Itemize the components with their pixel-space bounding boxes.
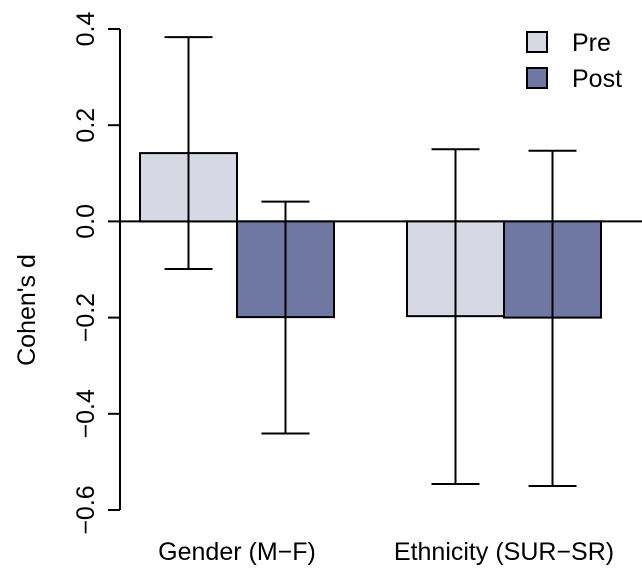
legend-swatch-post — [526, 67, 548, 89]
y-tick-label: −0.6 — [72, 485, 100, 534]
category-labels: Gender (M−F) Ethnicity (SUR−SR) — [158, 538, 614, 566]
category-label-0: Gender (M−F) — [158, 538, 316, 566]
y-tick-label: −0.2 — [72, 293, 100, 342]
y-axis-title: Cohen's d — [13, 254, 41, 366]
legend: Pre Post — [526, 29, 622, 93]
error-bars — [164, 36, 577, 487]
y-tick-label: 0.2 — [72, 108, 100, 143]
category-label-1: Ethnicity (SUR−SR) — [394, 538, 614, 566]
y-axis: −0.6 −0.4 −0.2 0.0 0.2 0.4 — [72, 12, 121, 535]
y-tick-label: 0.4 — [72, 12, 100, 47]
legend-swatch-pre — [526, 31, 548, 53]
bars — [139, 152, 602, 319]
y-tick-label: 0.0 — [72, 204, 100, 239]
y-tick-label: −0.4 — [72, 389, 100, 438]
legend-label-post: Post — [572, 65, 622, 93]
legend-label-pre: Pre — [572, 29, 611, 57]
